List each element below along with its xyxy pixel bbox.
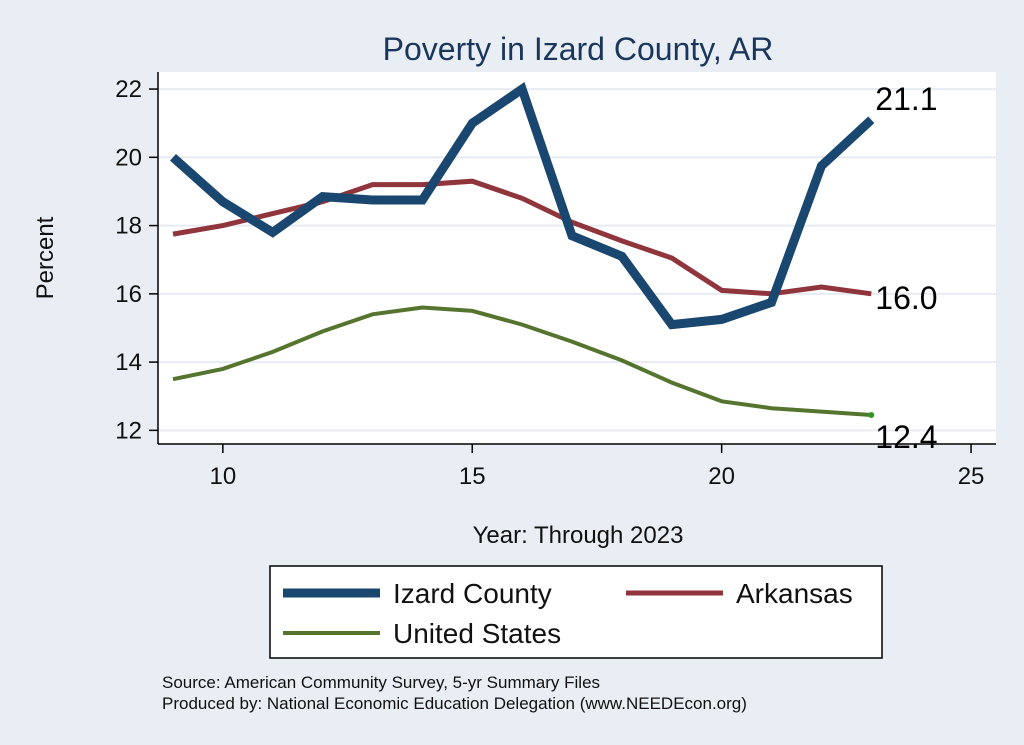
y-axis-label: Percent [32,216,59,299]
y-tick-label-12: 12 [115,417,142,444]
end-label-izard-county: 21.1 [875,81,937,117]
chart-title: Poverty in Izard County, AR [383,31,774,67]
legend: Izard County Arkansas United States [269,565,883,659]
x-tick-label-15: 15 [459,463,486,490]
axes: 12 14 16 18 20 22 10 15 20 25 [115,72,996,490]
series-line-izard-county [170,82,875,330]
x-tick-label-25: 25 [958,463,985,490]
y-tick-label-22: 22 [115,76,142,103]
y-tick-label-16: 16 [115,281,142,308]
x-tick-label-10: 10 [209,463,236,490]
legend-label-arkansas: Arkansas [736,578,853,609]
series-lines [170,82,875,418]
x-tick-label-20: 20 [708,463,735,490]
end-label-arkansas: 16.0 [875,280,937,316]
source-note: Source: American Community Survey, 5-yr … [162,673,600,692]
y-tick-label-18: 18 [115,213,142,240]
end-label-united-states: 12.4 [875,419,937,455]
series-line-arkansas [172,178,872,297]
legend-label-izard-county: Izard County [393,578,552,609]
end-labels: 21.1 16.0 12.4 [875,81,937,455]
y-tick-label-14: 14 [115,349,142,376]
x-axis-label: Year: Through 2023 [473,522,684,549]
series-end-point-united-states [868,411,875,418]
plot-area [158,72,996,444]
y-tick-label-20: 20 [115,144,142,171]
legend-box [269,565,883,659]
series-line-united-states [172,305,872,417]
legend-label-united-states: United States [393,618,561,649]
producer-note: Produced by: National Economic Education… [162,694,747,713]
